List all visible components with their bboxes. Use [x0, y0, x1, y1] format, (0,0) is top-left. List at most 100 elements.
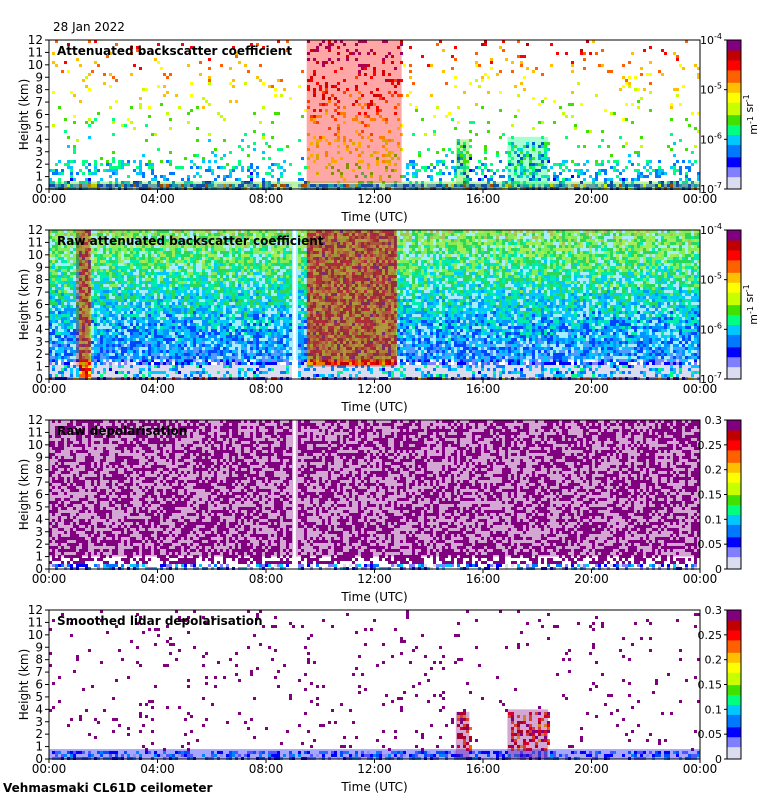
heatmap-cell — [358, 133, 361, 136]
heatmap-cell — [538, 151, 541, 154]
heatmap-cell — [97, 236, 100, 239]
heatmap-cell — [241, 169, 244, 172]
heatmap-cell — [325, 154, 328, 157]
colorbar-step — [727, 169, 741, 173]
heatmap-cell — [532, 70, 535, 73]
heatmap-cell — [100, 329, 103, 332]
heatmap-cell — [373, 73, 376, 76]
heatmap-cell — [616, 175, 619, 178]
heatmap-cell — [91, 275, 94, 278]
heatmap-cell — [643, 166, 646, 169]
heatmap-cell — [355, 43, 358, 46]
heatmap-cell — [670, 118, 673, 121]
heatmap-cell — [49, 272, 52, 275]
heatmap-cell — [172, 181, 175, 184]
heatmap-cell — [439, 40, 442, 43]
heatmap-cell — [73, 281, 76, 284]
heatmap-cell — [244, 371, 247, 374]
heatmap-cell — [322, 97, 325, 100]
heatmap-cell — [259, 79, 262, 82]
heatmap-cell — [82, 368, 85, 371]
heatmap-cell — [583, 172, 586, 175]
heatmap-cell — [106, 287, 109, 290]
heatmap-cell — [328, 40, 331, 43]
y-tick-label: 4 — [35, 132, 43, 146]
heatmap-cell — [595, 184, 598, 187]
heatmap-cell — [382, 154, 385, 157]
heatmap-cell — [697, 184, 700, 187]
heatmap-cell — [190, 82, 193, 85]
heatmap-cell — [85, 266, 88, 269]
heatmap-cell — [331, 157, 334, 160]
heatmap-cell — [91, 260, 94, 263]
heatmap-cell — [610, 70, 613, 73]
heatmap-cell — [487, 184, 490, 187]
heatmap-cell — [85, 242, 88, 245]
heatmap-cell — [130, 106, 133, 109]
heatmap-cell — [97, 338, 100, 341]
heatmap-cell — [52, 314, 55, 317]
heatmap-cell — [67, 145, 70, 148]
heatmap-cell — [166, 184, 169, 187]
heatmap-cell — [154, 374, 157, 377]
heatmap-cell — [289, 163, 292, 166]
heatmap-cell — [73, 368, 76, 371]
colorbar-step — [727, 62, 741, 66]
heatmap-cell — [220, 115, 223, 118]
heatmap-cell — [106, 55, 109, 58]
heatmap-cell — [100, 371, 103, 374]
heatmap-cell — [166, 365, 169, 368]
heatmap-cell — [64, 305, 67, 308]
heatmap-cell — [79, 365, 82, 368]
heatmap-cell — [556, 163, 559, 166]
heatmap-cell — [70, 178, 73, 181]
heatmap-cell — [412, 133, 415, 136]
heatmap-cell — [91, 302, 94, 305]
heatmap-cell — [118, 163, 121, 166]
heatmap-cell — [148, 166, 151, 169]
heatmap-cell — [697, 130, 700, 133]
heatmap-cell — [655, 184, 658, 187]
heatmap-cell — [79, 347, 82, 350]
heatmap-cell — [82, 335, 85, 338]
heatmap-cell — [190, 184, 193, 187]
heatmap-cell — [394, 184, 397, 187]
heatmap-cell — [151, 133, 154, 136]
heatmap-cell — [343, 115, 346, 118]
heatmap-cell — [553, 175, 556, 178]
heatmap-cell — [313, 91, 316, 94]
colorbar-step — [727, 57, 741, 61]
heatmap-cell — [160, 103, 163, 106]
heatmap-cell — [79, 296, 82, 299]
heatmap-cell — [415, 172, 418, 175]
heatmap-cell — [586, 160, 589, 163]
heatmap-cell — [520, 64, 523, 67]
heatmap-cell — [685, 40, 688, 43]
heatmap-cell — [505, 151, 508, 154]
heatmap-cell — [301, 178, 304, 181]
heatmap-cell — [478, 184, 481, 187]
heatmap-cell — [436, 172, 439, 175]
heatmap-cell — [166, 160, 169, 163]
heatmap-cell — [328, 58, 331, 61]
heatmap-cell — [70, 293, 73, 296]
colorbar-step — [727, 186, 741, 190]
heatmap-cell — [85, 85, 88, 88]
heatmap-cell — [451, 67, 454, 70]
heatmap-cell — [367, 136, 370, 139]
heatmap-cell — [73, 151, 76, 154]
heatmap-cell — [232, 169, 235, 172]
heatmap-cell — [97, 233, 100, 236]
heatmap-cell — [250, 178, 253, 181]
heatmap-cell — [181, 362, 184, 365]
heatmap-cell — [64, 254, 67, 257]
colorbar-step — [727, 84, 741, 88]
heatmap-cell — [508, 160, 511, 163]
heatmap-cell — [88, 338, 91, 341]
heatmap-cell — [262, 374, 265, 377]
heatmap-cell — [379, 97, 382, 100]
heatmap-cell — [67, 236, 70, 239]
heatmap-cell — [658, 175, 661, 178]
heatmap-cell — [76, 374, 79, 377]
heatmap-cell — [67, 184, 70, 187]
